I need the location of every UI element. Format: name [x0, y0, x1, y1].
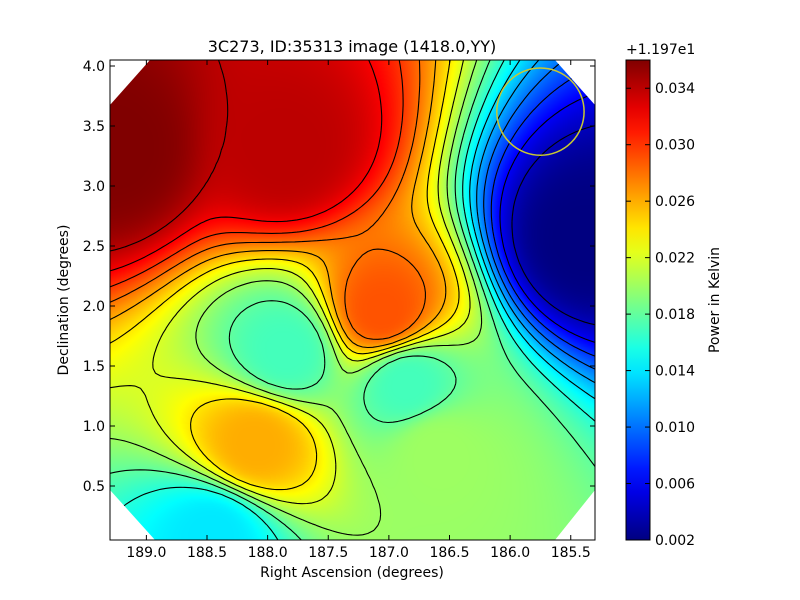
contour-line	[110, 60, 595, 540]
colorbar-tick-label: 0.002	[655, 533, 695, 549]
colorbar-tick-label: 0.026	[655, 194, 695, 210]
contour-line	[110, 60, 471, 505]
y-axis-label: Declination (degrees)	[56, 225, 72, 376]
colorbar-tick-label: 0.030	[655, 138, 695, 154]
colorbar-offset-text: +1.197e1	[626, 42, 695, 58]
colorbar-tick-label: 0.034	[655, 81, 695, 97]
y-tick-label: 2.0	[83, 299, 105, 315]
x-tick-label: 189.0	[126, 545, 166, 561]
x-tick-label: 186.5	[429, 545, 469, 561]
y-tick-label: 3.0	[83, 179, 105, 195]
y-tick-label: 4.0	[83, 59, 105, 75]
y-tick-label: 0.5	[83, 479, 105, 495]
beam-marker	[496, 67, 585, 156]
colorbar-frame	[625, 59, 651, 541]
contour-lines	[110, 60, 595, 540]
chart-title: 3C273, ID:35313 image (1418.0,YY)	[208, 37, 497, 56]
x-tick-label: 187.0	[369, 545, 409, 561]
x-tick-label: 185.5	[551, 545, 591, 561]
contour-line	[483, 60, 595, 370]
colorbar-tick-label: 0.010	[655, 420, 695, 436]
contour-line	[110, 60, 595, 540]
colorbar-tick-label: 0.014	[655, 364, 695, 380]
y-tick-label: 2.5	[83, 239, 105, 255]
colorbar-tick-label: 0.006	[655, 477, 695, 493]
x-tick-label: 188.5	[187, 545, 227, 561]
plot-area	[109, 59, 596, 541]
colorbar-label: Power in Kelvin	[707, 247, 723, 353]
x-axis-ticks: 189.0 188.5 188.0 187.5 187.0 186.5 186.0 185.5	[126, 60, 591, 561]
plot-frame	[109, 59, 596, 541]
contour-line	[110, 60, 426, 340]
y-tick-label: 3.5	[83, 119, 105, 135]
colorbar-ticks: 0.002 0.006 0.010 0.014 0.018 0.022 0.026 0.030…	[626, 81, 695, 549]
contour-line	[476, 60, 595, 384]
contour-line	[469, 60, 595, 400]
contour-line	[110, 60, 404, 288]
x-axis-label: Right Ascension (degrees)	[260, 565, 444, 581]
contour-line	[110, 60, 483, 536]
y-axis-ticks: 0.5 1.0 1.5 2.0 2.5 3.0 3.5 4.0	[83, 59, 595, 495]
x-tick-label: 186.0	[490, 545, 530, 561]
colorbar: 0.002 0.006 0.010 0.014 0.018 0.022 0.026 0.030…	[625, 42, 723, 549]
contour-line	[110, 60, 383, 272]
contour-line	[110, 60, 447, 349]
contour-line	[110, 60, 229, 252]
heatmap-image	[110, 60, 595, 540]
colorbar-tick-label: 0.018	[655, 307, 695, 323]
y-tick-label: 1.0	[83, 419, 105, 435]
colorbar-tick-label: 0.022	[655, 251, 695, 267]
colorbar-gradient	[626, 60, 650, 540]
x-tick-label: 187.5	[308, 545, 348, 561]
x-tick-label: 188.0	[248, 545, 288, 561]
y-tick-label: 1.5	[83, 359, 105, 375]
